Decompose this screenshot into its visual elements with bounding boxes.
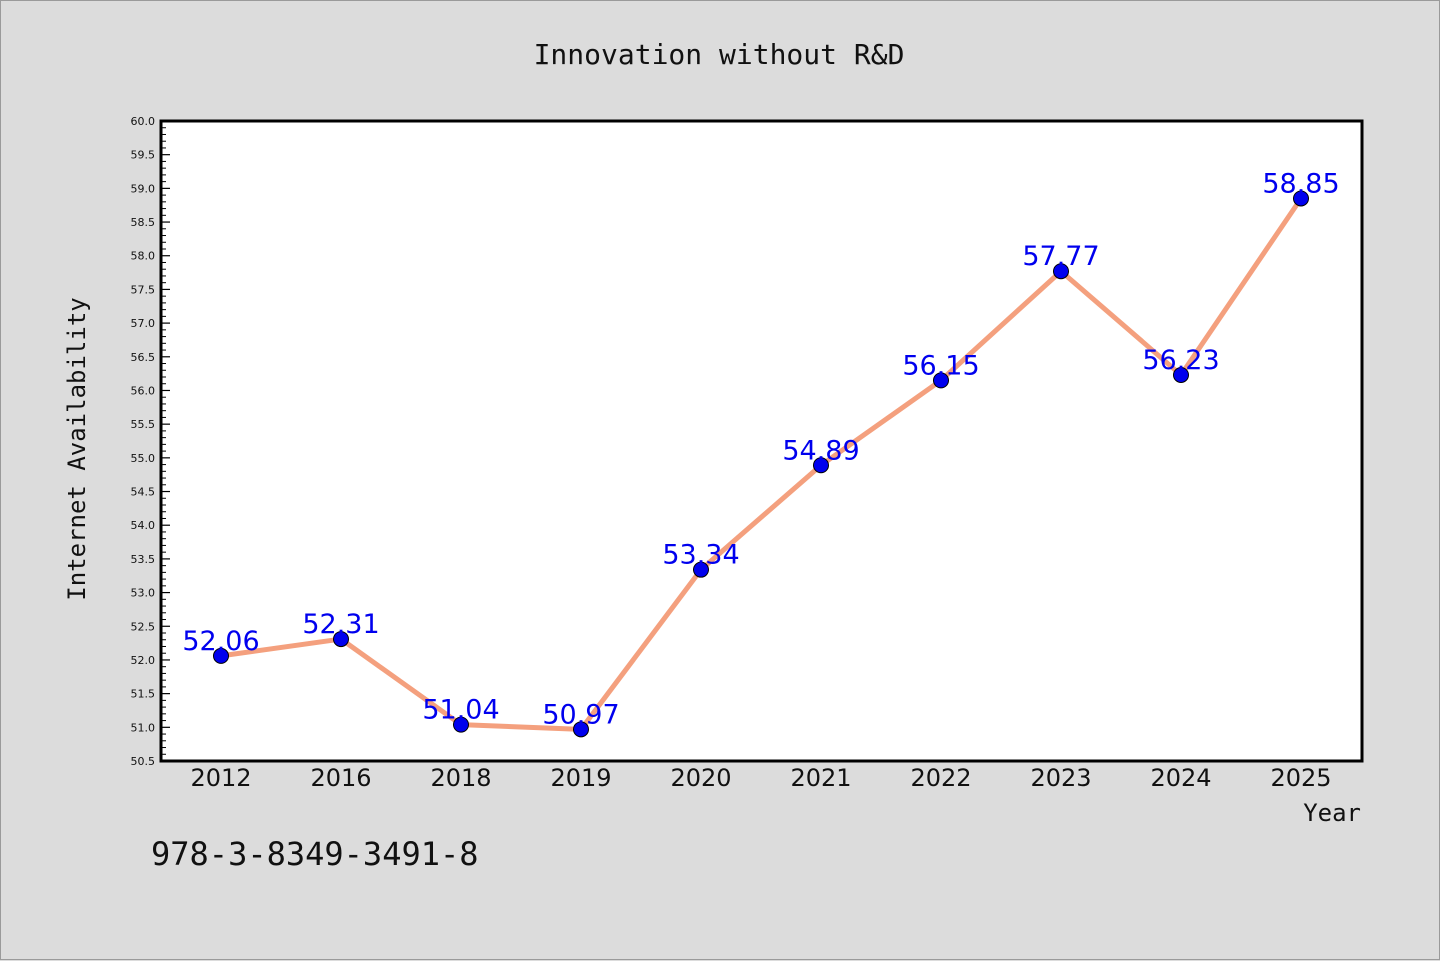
x-tick-label: 2023 — [1030, 764, 1091, 792]
y-tick-label: 51.5 — [131, 688, 156, 701]
data-label: 52.31 — [302, 609, 379, 640]
y-tick-label: 53.0 — [131, 587, 156, 600]
data-label: 53.34 — [662, 540, 739, 571]
data-markers — [213, 190, 1309, 738]
x-tick-label: 2025 — [1270, 764, 1331, 792]
data-point — [813, 457, 829, 474]
y-tick-label: 50.5 — [131, 755, 156, 768]
data-point — [213, 647, 229, 664]
x-tick-label: 2024 — [1150, 764, 1211, 792]
data-point — [333, 631, 349, 648]
data-label: 51.04 — [422, 695, 499, 726]
chart-title: Innovation without R&D — [534, 38, 905, 71]
plot-area — [159, 119, 1364, 763]
x-tick-label: 2019 — [550, 764, 611, 792]
y-axis-tick-labels: 50.5 51.0 51.5 52.0 52.5 53.0 53.5 54.0 54.5 55.0… — [131, 115, 156, 768]
y-tick-label: 55.0 — [131, 452, 156, 465]
x-tick-label: 2012 — [190, 764, 251, 792]
x-tick-label: 2018 — [430, 764, 491, 792]
x-axis-label: Year — [1303, 799, 1361, 827]
y-tick-label: 53.5 — [131, 553, 156, 566]
data-label: 54.89 — [782, 435, 859, 466]
data-label: 58.85 — [1262, 168, 1339, 199]
y-tick-label: 51.0 — [131, 721, 156, 734]
y-tick-label: 52.5 — [131, 620, 156, 633]
x-tick-label: 2022 — [910, 764, 971, 792]
y-tick-label: 59.0 — [131, 182, 156, 195]
y-axis-ticks — [161, 120, 170, 762]
data-point — [933, 372, 949, 389]
y-tick-label: 54.0 — [131, 519, 156, 532]
y-tick-label: 60.0 — [131, 115, 156, 128]
data-point — [693, 561, 709, 578]
x-axis-tick-labels: 2012 2016 2018 2019 2020 2021 2022 2023 2024 2025 — [190, 764, 1331, 792]
data-point — [1053, 263, 1069, 280]
data-point — [453, 716, 469, 733]
y-axis-label: Internet Availability — [63, 297, 91, 600]
isbn-text: 978-3-8349-3491-8 — [151, 835, 479, 873]
data-label: 56.15 — [902, 350, 979, 381]
y-tick-label: 57.5 — [131, 283, 156, 296]
data-point — [573, 721, 589, 738]
data-label: 56.23 — [1142, 345, 1219, 376]
series-line — [220, 197, 1304, 732]
y-tick-label: 52.0 — [131, 654, 156, 667]
y-tick-label: 55.5 — [131, 418, 156, 431]
y-tick-label: 59.5 — [131, 149, 156, 162]
data-label: 57.77 — [1022, 241, 1099, 272]
data-point — [1173, 366, 1189, 383]
y-tick-label: 56.5 — [131, 351, 156, 364]
data-labels: 52.06 52.31 51.04 50.97 53.34 54.89 56.15 57.77… — [182, 168, 1339, 730]
y-tick-label: 56.0 — [131, 384, 156, 397]
data-label: 50.97 — [542, 699, 619, 730]
data-point — [1293, 190, 1309, 207]
x-tick-label: 2021 — [790, 764, 851, 792]
y-tick-label: 58.0 — [131, 250, 156, 263]
y-tick-label: 58.5 — [131, 216, 156, 229]
x-tick-label: 2020 — [670, 764, 731, 792]
x-tick-label: 2016 — [310, 764, 371, 792]
y-tick-label: 54.5 — [131, 486, 156, 499]
y-tick-label: 57.0 — [131, 317, 156, 330]
data-label: 52.06 — [182, 626, 259, 657]
